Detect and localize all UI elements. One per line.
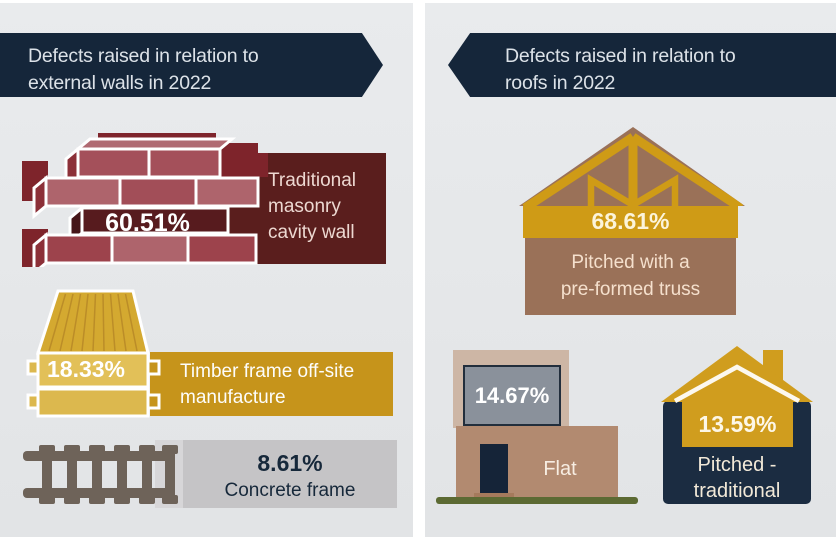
door-icon — [480, 444, 508, 493]
roof-truss-icon — [519, 127, 745, 206]
flat-percentage: 14.67% — [474, 382, 550, 408]
house-icon — [661, 346, 813, 403]
timber-planks-icon — [26, 289, 161, 418]
banner-line: roofs in 2022 — [505, 72, 616, 94]
timber-label-box: Timber frame off-site manufacture — [150, 352, 393, 416]
timber-label: Timber frame off-site manufacture — [180, 361, 355, 408]
brick-wall-icon — [22, 133, 268, 267]
panel-divider — [413, 0, 425, 537]
panel-external-walls: Defects raised in relation to external w… — [0, 3, 413, 537]
pitched-percentage-band: 13.59% — [682, 402, 793, 447]
concrete-label-box: 8.61% Concrete frame — [155, 440, 397, 508]
banner-roofs: Defects raised in relation to roofs in 2… — [448, 33, 836, 97]
rebar-frame-icon — [23, 445, 178, 504]
banner-line: Defects raised in relation to — [505, 45, 736, 67]
banner-line: Defects raised in relation to — [28, 45, 259, 67]
banner-external-walls: Defects raised in relation to external w… — [0, 33, 383, 97]
concrete-label: Concrete frame — [224, 480, 356, 501]
masonry-percentage: 60.51% — [105, 209, 190, 237]
truss-percentage: 68.61% — [591, 208, 670, 234]
truss-label-box: Pitched with a pre-formed truss — [525, 238, 736, 315]
concrete-percentage: 8.61% — [257, 450, 323, 476]
pitched-label: Pitched - traditional — [693, 454, 781, 502]
pitched-percentage: 13.59% — [698, 411, 777, 437]
ground-line — [436, 497, 638, 504]
banner-line: external walls in 2022 — [28, 72, 212, 94]
timber-percentage: 18.33% — [46, 356, 125, 382]
flat-percentage-panel: 14.67% — [463, 365, 561, 426]
masonry-label: Traditional masonry cavity wall — [268, 170, 357, 243]
panel-roofs: Defects raised in relation to roofs in 2… — [425, 3, 836, 537]
truss-percentage-band: 68.61% — [523, 205, 738, 238]
flat-label: Flat — [543, 458, 577, 480]
